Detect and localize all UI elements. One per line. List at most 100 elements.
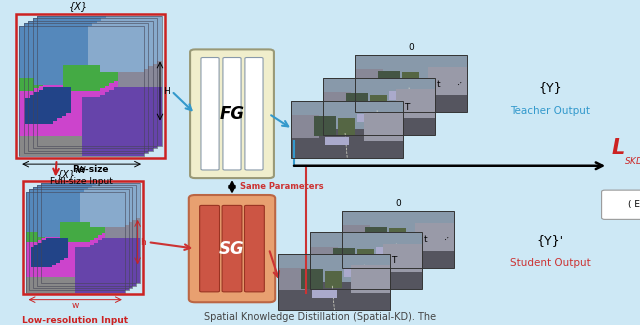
Bar bbox=[415, 223, 454, 251]
Bar bbox=[88, 26, 144, 72]
Bar bbox=[95, 183, 140, 218]
Bar bbox=[323, 92, 351, 115]
Bar bbox=[31, 247, 52, 267]
Bar bbox=[346, 93, 368, 113]
Bar bbox=[37, 16, 162, 146]
Bar bbox=[35, 245, 56, 265]
Text: 0: 0 bbox=[408, 43, 414, 52]
Text: ( Eq. (1) ): ( Eq. (1) ) bbox=[628, 200, 640, 209]
Bar bbox=[355, 70, 383, 92]
Bar bbox=[37, 16, 106, 74]
Text: {Y}: {Y} bbox=[539, 81, 562, 94]
Bar bbox=[60, 222, 90, 247]
Bar bbox=[33, 227, 45, 246]
Bar bbox=[38, 242, 60, 263]
Bar bbox=[46, 238, 68, 258]
Text: t: t bbox=[436, 80, 440, 89]
Bar bbox=[33, 187, 88, 233]
Text: Full-size Input: Full-size Input bbox=[50, 177, 113, 186]
Bar bbox=[344, 268, 369, 277]
Bar bbox=[35, 92, 62, 118]
Bar bbox=[79, 245, 129, 290]
Bar bbox=[342, 240, 454, 268]
Bar bbox=[33, 187, 132, 288]
Bar bbox=[403, 72, 419, 89]
Text: {X}: {X} bbox=[68, 1, 88, 11]
FancyBboxPatch shape bbox=[223, 58, 241, 170]
Text: ..: .. bbox=[453, 75, 464, 86]
Text: 0: 0 bbox=[396, 199, 401, 208]
Bar bbox=[291, 129, 403, 158]
Bar bbox=[364, 112, 403, 140]
Bar bbox=[64, 220, 94, 245]
Bar bbox=[310, 247, 339, 269]
FancyBboxPatch shape bbox=[190, 49, 274, 178]
Text: W: W bbox=[77, 166, 86, 175]
Bar bbox=[41, 183, 140, 283]
Bar bbox=[37, 270, 87, 286]
Text: ..: .. bbox=[440, 230, 451, 242]
Bar bbox=[26, 192, 80, 237]
Text: w: w bbox=[72, 301, 79, 310]
Bar bbox=[19, 136, 82, 156]
Bar bbox=[91, 238, 140, 283]
FancyBboxPatch shape bbox=[222, 205, 242, 292]
Bar bbox=[24, 75, 38, 99]
Text: SG: SG bbox=[219, 240, 245, 258]
Bar bbox=[92, 23, 148, 69]
Text: FG: FG bbox=[220, 105, 244, 123]
Bar bbox=[33, 83, 114, 129]
Bar bbox=[291, 115, 319, 138]
Bar bbox=[28, 86, 109, 131]
Bar bbox=[310, 232, 422, 289]
Bar bbox=[24, 23, 148, 153]
Bar bbox=[325, 136, 349, 145]
Bar bbox=[41, 223, 53, 241]
Bar bbox=[26, 192, 125, 292]
Bar bbox=[26, 98, 53, 124]
Bar bbox=[29, 230, 42, 248]
Bar bbox=[28, 21, 153, 151]
Text: Low-resolution Input: Low-resolution Input bbox=[22, 316, 128, 325]
Bar bbox=[310, 261, 422, 289]
Bar bbox=[301, 269, 323, 289]
Bar bbox=[370, 95, 387, 112]
Bar bbox=[323, 107, 435, 135]
Text: Student Output: Student Output bbox=[510, 258, 591, 268]
Bar bbox=[24, 88, 105, 134]
Bar bbox=[310, 232, 422, 264]
Bar bbox=[72, 215, 102, 240]
Bar bbox=[41, 268, 91, 283]
Bar bbox=[41, 183, 95, 228]
Bar bbox=[19, 91, 100, 136]
Bar bbox=[26, 192, 125, 292]
Text: $\bfit{L}$: $\bfit{L}$ bbox=[611, 138, 625, 158]
Text: T: T bbox=[404, 103, 409, 112]
Bar bbox=[378, 71, 400, 90]
Text: Spatial Knowledge Distillation (Spatial-KD). The: Spatial Knowledge Distillation (Spatial-… bbox=[204, 312, 436, 322]
Bar bbox=[389, 91, 413, 99]
Bar bbox=[29, 240, 94, 275]
Bar bbox=[92, 185, 136, 220]
Bar bbox=[33, 70, 47, 94]
Bar bbox=[67, 62, 105, 95]
Bar bbox=[365, 227, 387, 246]
Bar bbox=[41, 183, 140, 283]
Bar bbox=[24, 23, 148, 153]
Bar bbox=[26, 277, 76, 292]
FancyBboxPatch shape bbox=[189, 195, 275, 302]
Bar bbox=[91, 92, 153, 151]
Bar bbox=[37, 81, 118, 126]
Bar bbox=[357, 114, 381, 123]
Bar bbox=[19, 26, 144, 156]
Bar bbox=[42, 240, 64, 261]
Bar bbox=[44, 87, 71, 113]
Bar bbox=[28, 21, 97, 79]
Bar bbox=[23, 181, 143, 294]
Bar bbox=[37, 235, 102, 270]
Bar bbox=[26, 232, 38, 250]
Text: {Y}': {Y}' bbox=[537, 234, 564, 247]
Bar bbox=[33, 273, 83, 288]
Bar bbox=[37, 185, 136, 286]
Text: Teacher Output: Teacher Output bbox=[511, 106, 590, 115]
